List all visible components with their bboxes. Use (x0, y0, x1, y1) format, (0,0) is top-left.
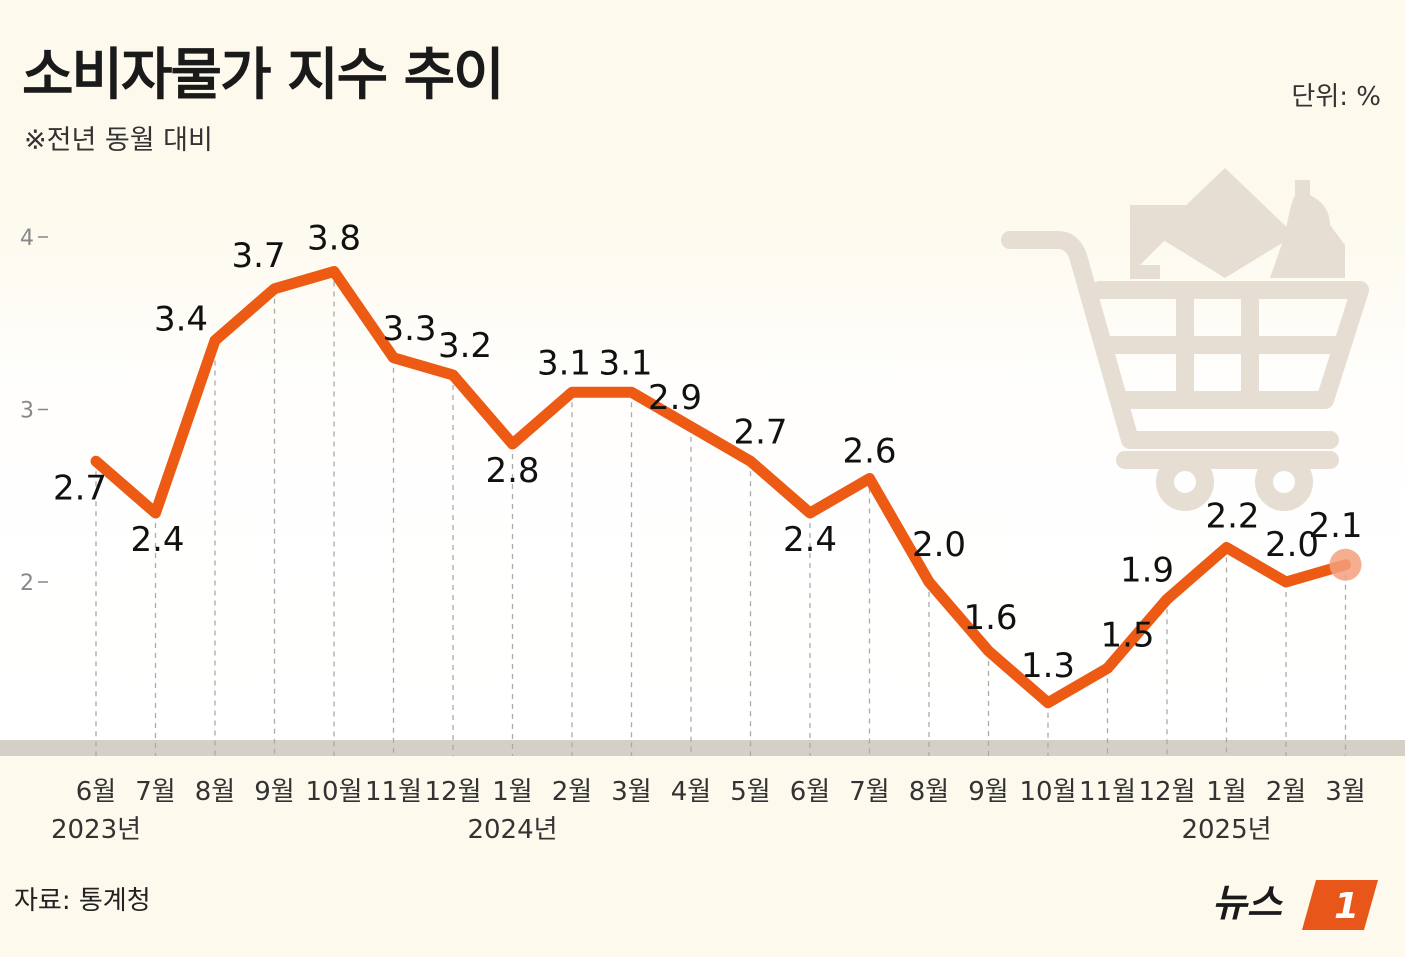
data-label: 1.6 (963, 598, 1017, 638)
page-title: 소비자물가 지수 추이 (22, 43, 505, 108)
brand-mark: 1 (1334, 886, 1359, 927)
subtitle: ※전년 동월 대비 (24, 125, 213, 156)
data-label: 2.1 (1308, 506, 1362, 546)
x-axis: 6월 7월 8월 9월 10월 11월 12월 1월 2월 3월 4월 5월 6월 7월 8월 9월 10월 11… (51, 777, 1366, 845)
series-line (90, 266, 1351, 709)
data-label: 2.2 (1205, 497, 1259, 537)
x-tick-label: 1월 (1206, 777, 1246, 807)
y-tick-label: 2 (20, 571, 34, 596)
y-axis: 2 3 4 (20, 226, 48, 596)
data-label: 2.8 (485, 451, 539, 491)
x-tick-label: 8월 (195, 777, 235, 807)
data-label: 2.6 (842, 432, 896, 472)
data-label: 3.4 (154, 300, 208, 340)
x-tick-label: 2월 (1266, 777, 1306, 807)
year-label: 2024년 (467, 815, 557, 845)
x-tick-label: 9월 (968, 777, 1008, 807)
year-label: 2025년 (1181, 815, 1271, 845)
cart-goods-icon (1130, 168, 1345, 279)
data-label: 1.5 (1100, 615, 1154, 655)
x-tick-label: 1월 (492, 777, 532, 807)
data-label: 2.4 (130, 520, 184, 560)
unit-label: 단위: % (1291, 82, 1381, 112)
brand-name: 뉴스 (1212, 881, 1284, 925)
data-label: 2.7 (53, 468, 107, 508)
x-tick-label: 7월 (849, 777, 889, 807)
x-tick-label: 12월 (1138, 777, 1195, 807)
drop-lines (95, 271, 1347, 756)
data-label: 2.0 (912, 525, 966, 565)
x-tick-label: 3월 (611, 777, 651, 807)
x-tick-label: 4월 (671, 777, 711, 807)
data-label: 1.3 (1021, 646, 1075, 686)
last-point-marker (1329, 548, 1362, 581)
data-label: 2.0 (1265, 525, 1319, 565)
data-label: 2.4 (783, 520, 837, 560)
source-note: 자료: 통계청 (14, 886, 151, 916)
x-tick-label: 2월 (552, 777, 592, 807)
x-tick-label: 12월 (424, 777, 481, 807)
y-tick-label: 3 (20, 399, 34, 424)
year-label: 2023년 (51, 815, 141, 845)
x-tick-label: 11월 (365, 777, 422, 807)
x-tick-label: 9월 (254, 777, 294, 807)
data-label: 3.1 (598, 343, 652, 383)
data-label: 3.8 (307, 219, 361, 259)
x-tick-label: 6월 (790, 777, 830, 807)
brand-badge: 1 (1302, 880, 1378, 930)
x-tick-label: 11월 (1079, 777, 1136, 807)
data-label: 1.9 (1120, 550, 1174, 590)
baseline-band (0, 740, 1405, 756)
data-label: 3.7 (231, 236, 285, 276)
line-chart: 234 2.72.43.43.7 3.83.3 3.22.83.1 3.12.92.7… (0, 168, 1405, 845)
data-label: 3.3 (382, 309, 436, 349)
x-tick-label: 3월 (1325, 777, 1365, 807)
x-tick-label: 10월 (305, 777, 362, 807)
shopping-cart-icon (1001, 231, 1369, 511)
last-point-halo (1329, 548, 1362, 581)
x-tick-label: 10월 (1019, 777, 1076, 807)
data-label: 2.9 (648, 378, 702, 418)
x-tick-label: 5월 (730, 777, 770, 807)
y-tick-label: 4 (20, 226, 34, 251)
data-label: 3.2 (438, 326, 492, 366)
data-label: 3.1 (537, 343, 591, 383)
x-tick-label: 7월 (135, 777, 175, 807)
news1-logo: 뉴스 1 (1212, 880, 1378, 930)
x-tick-label: 8월 (909, 777, 949, 807)
x-tick-label: 6월 (76, 777, 116, 807)
data-label: 2.7 (733, 412, 787, 452)
data-labels: 2.72.43.43.7 3.83.3 3.22.83.1 3.12.92.72.42… (53, 219, 1363, 686)
